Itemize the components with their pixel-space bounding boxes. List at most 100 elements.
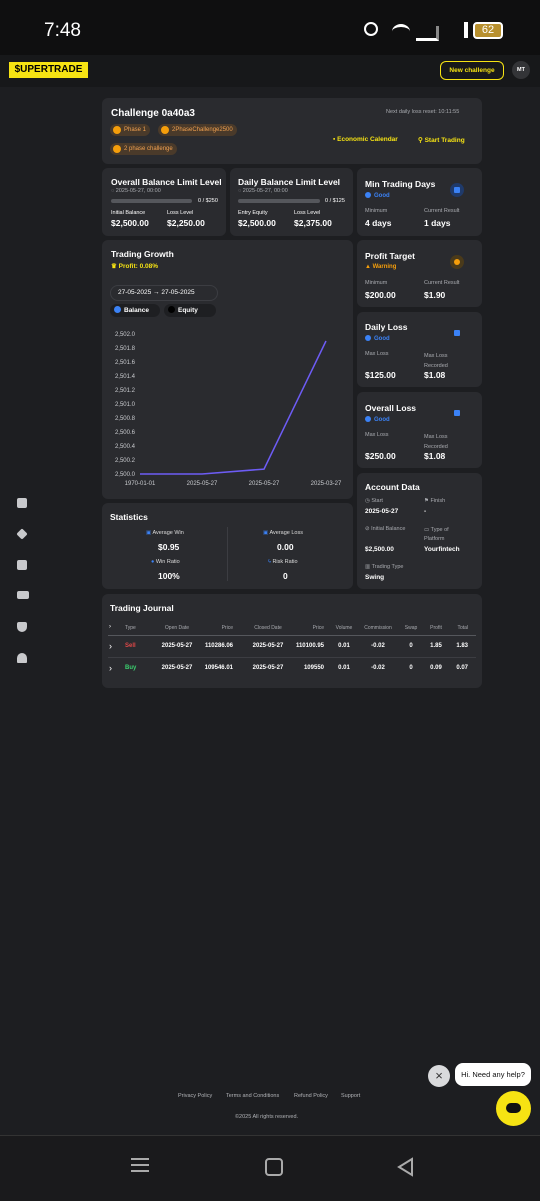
profit-target-card: [357, 240, 482, 307]
cell: 2025-05-27: [161, 643, 193, 649]
label: Initial Balance: [111, 210, 146, 216]
label: ▣ Average Win: [146, 530, 184, 536]
label-text: Average Loss: [269, 530, 303, 536]
overall-loss-card: [357, 392, 482, 468]
value: -: [424, 508, 427, 515]
card-title: Trading Journal: [110, 603, 174, 613]
cell: 0: [409, 665, 413, 671]
status-text: Good: [374, 193, 390, 199]
column-header: Open Date: [164, 625, 190, 631]
column-header: Volume: [335, 625, 353, 631]
header-divider: [108, 635, 476, 636]
label: ▭ Type of Platform: [424, 527, 449, 542]
y-tick-label: 2,500.0: [115, 472, 136, 478]
cell: 0.07: [456, 665, 468, 671]
tag: Phase 1: [110, 124, 151, 136]
card-title: Trading Growth: [111, 249, 174, 259]
profit: ♛ Profit: 0.08%: [111, 263, 159, 270]
value: Swing: [365, 574, 385, 581]
cell: -0.02: [371, 643, 385, 649]
divider: [227, 527, 228, 581]
x-tick-label: 2025-05-27: [187, 481, 218, 487]
expand-arrow[interactable]: ›: [109, 663, 112, 673]
value: $1.08: [424, 451, 446, 461]
label: ⊘ Initial Balance: [365, 526, 406, 532]
signal-icon: [444, 22, 468, 38]
label: ▥ Trading Type: [365, 564, 404, 570]
cell: 0.09: [430, 665, 442, 671]
chat-button[interactable]: [496, 1091, 531, 1126]
account-data-card: [357, 473, 482, 589]
column-header: Price: [221, 625, 233, 631]
value: $2,375.00: [294, 218, 332, 228]
signal-icon: [416, 26, 439, 41]
footer-link[interactable]: Support: [341, 1093, 361, 1099]
status-text: Good: [374, 417, 390, 423]
label: Current Result: [424, 280, 460, 286]
expand-arrow[interactable]: ›: [109, 641, 112, 651]
y-tick-label: 2,501.8: [115, 346, 136, 352]
value: $2,250.00: [167, 218, 205, 228]
nav-user[interactable]: [17, 653, 27, 663]
link-text: Start Trading: [424, 137, 465, 144]
date-range[interactable]: 27-05-2025 → 27-05-2025: [110, 285, 218, 301]
y-tick-label: 2,501.4: [115, 374, 136, 380]
card-title: Overall Balance Limit Level: [111, 177, 222, 187]
cell: 2025-05-27: [252, 665, 284, 671]
header: [0, 55, 540, 87]
label: Current Result: [424, 208, 460, 214]
label-text: Type of Platform: [424, 527, 449, 542]
status: Good: [365, 192, 390, 199]
nav-calendar[interactable]: [17, 560, 27, 570]
column-header: Total: [457, 625, 468, 631]
nav-shield[interactable]: [17, 622, 27, 632]
copyright: ©2025 All rights reserved.: [235, 1114, 299, 1120]
start-trading-link[interactable]: ⚲ Start Trading: [418, 137, 465, 144]
label: ϟ Risk Ratio: [268, 559, 298, 565]
column-header: Type: [125, 625, 136, 631]
value: $200.00: [365, 290, 396, 300]
date-to: 27-05-2025: [161, 289, 195, 296]
footer-link[interactable]: Terms and Conditions: [226, 1093, 280, 1099]
link-text: Economic Calendar: [337, 136, 398, 143]
value: 0: [283, 571, 288, 581]
nav-cash[interactable]: [17, 591, 29, 599]
label: Max Loss: [365, 432, 389, 438]
column-header: Price: [312, 625, 324, 631]
avatar[interactable]: MT: [512, 61, 530, 79]
home-button[interactable]: [265, 1158, 283, 1176]
nav-layers[interactable]: [16, 528, 28, 540]
date: ◌ 2025-05-27, 00:00: [111, 188, 161, 194]
y-tick-label: 2,500.6: [115, 430, 136, 436]
logo[interactable]: $UPERTRADE: [9, 62, 88, 78]
tag-text: Phase 1: [124, 127, 147, 133]
card-title: Daily Loss: [365, 322, 408, 332]
legend-balance[interactable]: Balance: [110, 304, 160, 317]
recent-apps-button[interactable]: [131, 1158, 149, 1172]
expand-arrow[interactable]: ›: [109, 624, 111, 630]
progress-text: 0 / $250: [198, 198, 218, 204]
status: Good: [365, 416, 390, 423]
label: Max Loss Recorded: [424, 353, 448, 369]
system-nav-bar: [0, 1135, 540, 1201]
reset-timer: Next daily loss reset: 10:11:55: [386, 109, 460, 115]
label-text: Risk Ratio: [272, 559, 298, 565]
economic-calendar-link[interactable]: ▪ Economic Calendar: [333, 136, 398, 143]
trading-journal-card: [102, 594, 482, 688]
new-challenge-button[interactable]: New challenge: [440, 61, 504, 80]
challenge-title: Challenge 0a40a3: [111, 108, 195, 119]
progress-bar: [238, 199, 320, 203]
tag: 2 phase challenge: [110, 143, 177, 155]
cell: 0: [409, 643, 413, 649]
date-text: 2025-05-27, 00:00: [242, 188, 288, 194]
back-button[interactable]: [396, 1157, 416, 1177]
card-title: Statistics: [110, 512, 148, 522]
nav-home[interactable]: [17, 498, 27, 508]
label-text: Win Ratio: [155, 559, 180, 565]
chat-close[interactable]: ×: [428, 1065, 450, 1087]
y-tick-label: 2,502.0: [115, 332, 136, 338]
footer-link[interactable]: Refund Policy: [294, 1093, 328, 1099]
cell: -0.02: [371, 665, 385, 671]
legend-equity[interactable]: Equity: [164, 304, 216, 317]
footer-link[interactable]: Privacy Policy: [178, 1093, 213, 1099]
